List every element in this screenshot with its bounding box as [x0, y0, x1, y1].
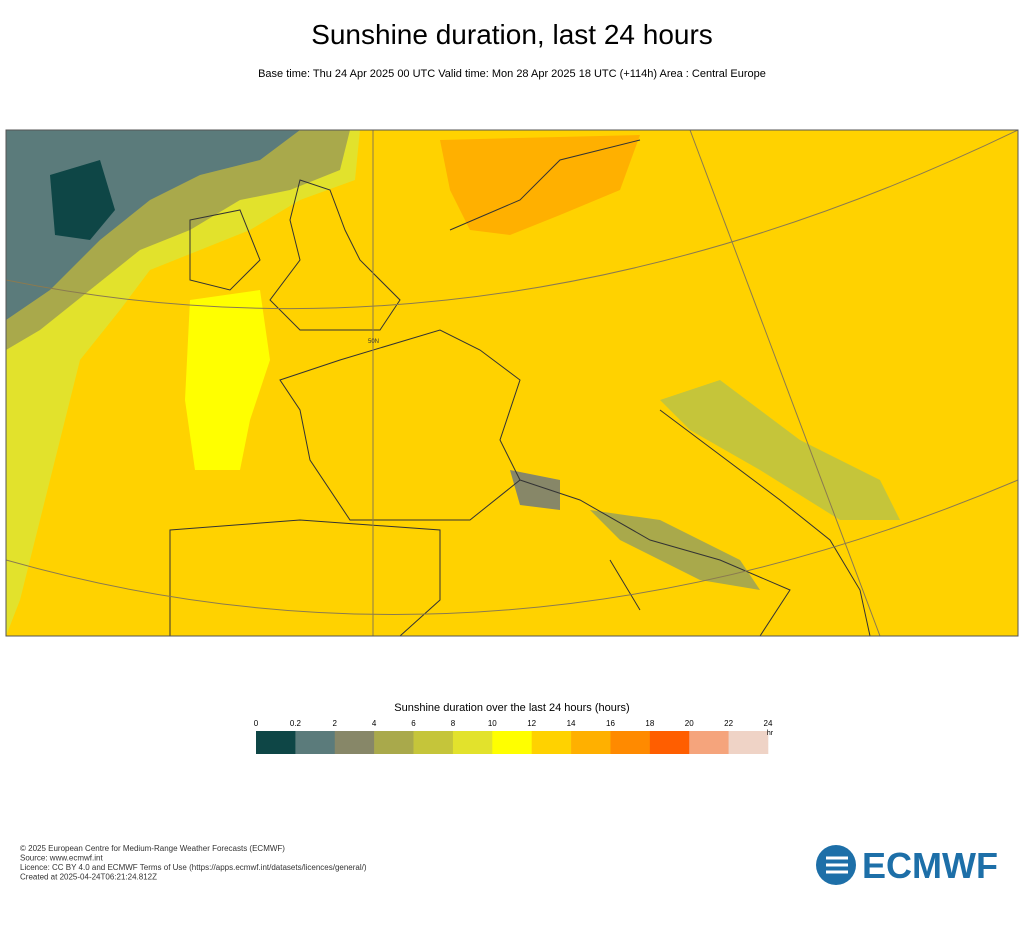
map-region: [440, 135, 640, 235]
colorbar-swatch: [452, 731, 493, 754]
colorbar-tick-label: 10: [488, 719, 497, 728]
footer: © 2025 European Centre for Medium-Range …: [20, 844, 367, 882]
colorbar-tick-label: 16: [606, 719, 615, 728]
colorbar-swatch: [689, 731, 729, 754]
colorbar-swatch: [610, 731, 651, 754]
colorbar-swatch: [256, 731, 296, 754]
colorbar-tick-label: 6: [411, 719, 416, 728]
colorbar-swatch: [531, 731, 572, 754]
colorbar-tick-label: 24: [764, 719, 773, 728]
title: Sunshine duration, last 24 hours: [311, 19, 713, 50]
colorbar-swatch: [571, 731, 611, 754]
colorbar-tick-label: 22: [724, 719, 733, 728]
coastlines: [169, 139, 871, 636]
colorbar-tick-label: 0.2: [290, 719, 302, 728]
logo: ECMWF: [816, 845, 998, 886]
footer-line: Licence: CC BY 4.0 and ECMWF Terms of Us…: [20, 863, 367, 872]
map-region: [510, 470, 560, 510]
colorbar-swatch: [413, 731, 454, 754]
map-frame: [5, 129, 1019, 637]
colorbar-tick-label: 12: [527, 719, 536, 728]
lat-label: 50N: [368, 339, 379, 345]
map-region: [660, 380, 900, 520]
colorbar-tick-label: 14: [567, 719, 576, 728]
colorbar-swatch: [492, 731, 532, 754]
colorbar-tick-label: 8: [451, 719, 456, 728]
footer-line: Created at 2025-04-24T06:21:24.812Z: [20, 873, 157, 882]
map-region: [185, 290, 270, 470]
colorbar-tick-label: 0: [254, 719, 259, 728]
footer-line: Source: www.ecmwf.int: [20, 854, 103, 863]
graticule: [6, 130, 1018, 636]
subtitle: Base time: Thu 24 Apr 2025 00 UTC Valid …: [258, 68, 766, 80]
footer-line: © 2025 European Centre for Medium-Range …: [20, 844, 285, 853]
colorbar-title: Sunshine duration over the last 24 hours…: [394, 702, 629, 714]
colorbar-swatch: [728, 731, 769, 754]
colorbar-swatch: [649, 731, 690, 754]
map-region: [50, 160, 115, 240]
colorbar-tick-label: 4: [372, 719, 377, 728]
colorbar-swatch: [334, 731, 375, 754]
colorbar-unit: hr: [767, 730, 774, 737]
logo-icon-lines: [826, 856, 848, 874]
colorbar-tick-label: 18: [645, 719, 654, 728]
map: 50N: [5, 129, 1019, 637]
colorbar-swatch: [295, 731, 336, 754]
logo-text: ECMWF: [862, 845, 998, 886]
colorbar-swatch: [374, 731, 414, 754]
colorbar-tick-label: 20: [685, 719, 694, 728]
colorbar-tick-label: 2: [333, 719, 338, 728]
